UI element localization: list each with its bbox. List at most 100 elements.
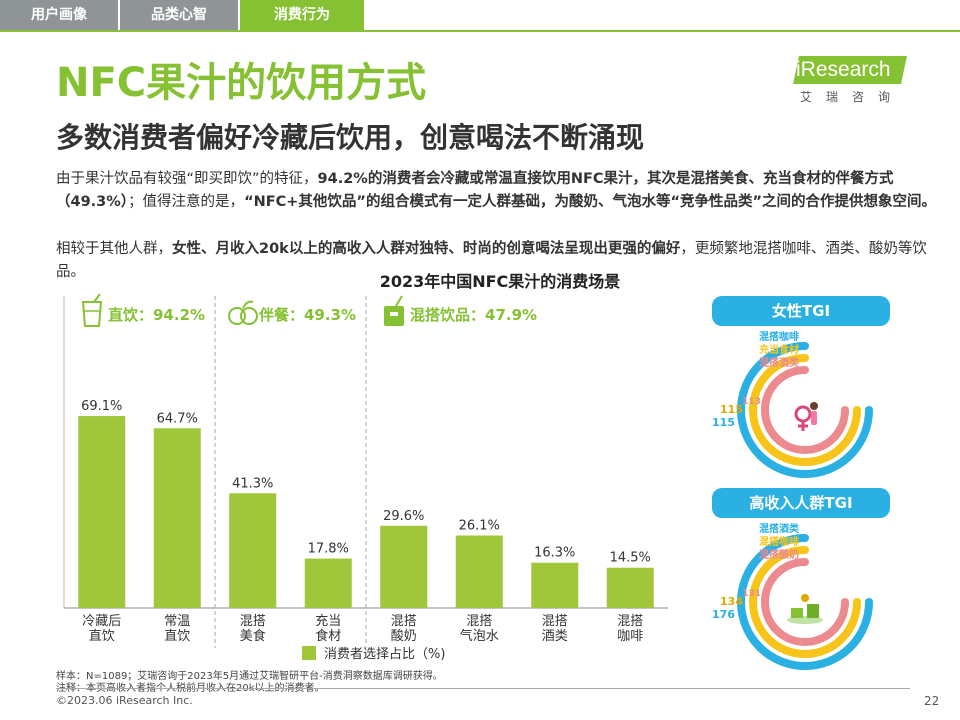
bar <box>455 535 503 608</box>
tgi-item-label: 混搭酸奶 <box>759 548 799 561</box>
p1-text-2: ；值得注意的是， <box>128 194 245 210</box>
category-label: 冷藏后直饮 <box>82 614 121 644</box>
cup-straw <box>93 293 101 303</box>
fruit-right <box>240 307 258 325</box>
bar <box>153 428 201 608</box>
category-label-line: 酸奶 <box>391 629 417 644</box>
female-tgi-header: 女性TGI <box>712 296 890 326</box>
tgi-value-label: 131 <box>742 589 761 599</box>
tab-user-profile[interactable]: 用户画像 <box>0 0 118 30</box>
tgi-value-label: 134 <box>720 595 743 608</box>
bar-value-label: 64.7% <box>157 411 198 426</box>
bar-chart: 直饮：94.2% 伴餐：49.3% 混搭饮品：47.9% 69.1% 冷藏后直饮 64.7… <box>63 293 668 662</box>
female-symbol-ring <box>794 405 812 423</box>
p1-bold-2: “NFC+其他饮品”的组合模式有一定人群基础，为酸奶、气泡水等“竞争性品类”之间… <box>244 194 937 210</box>
tgi-ring <box>761 366 849 454</box>
page-title: NFC果汁的饮用方式 <box>56 60 427 106</box>
intro-paragraph-1: 由于果汁饮品有较强“即买即饮”的特征，94.2%的消费者会冷藏或常温直接饮用NF… <box>56 168 936 214</box>
copyright: ©2023.06 iResearch Inc. <box>56 694 193 707</box>
category-label: 混搭美食 <box>240 613 266 644</box>
category-label-line: 冷藏后 <box>82 614 121 629</box>
tgi-item-label: 混搭咖啡 <box>759 330 799 343</box>
category-label: 混搭酒类 <box>542 613 568 644</box>
cup-icon <box>81 293 103 327</box>
category-label-line: 混搭 <box>391 613 417 629</box>
tgi-item-label: 混搭酒类 <box>759 356 799 369</box>
category-label-line: 混搭 <box>617 613 643 629</box>
category-label: 混搭咖啡 <box>617 613 643 644</box>
tgi-value-label: 176 <box>712 608 735 621</box>
bar <box>606 567 654 608</box>
money-icon <box>787 594 823 624</box>
p2-text-1: 相较于其他人群， <box>56 241 172 257</box>
bar <box>78 416 126 608</box>
group-label: 伴餐：49.3% <box>258 306 356 324</box>
coin <box>801 594 809 602</box>
nav-underline <box>0 30 960 32</box>
category-label: 充当食材 <box>315 613 341 644</box>
bar-value-label: 69.1% <box>81 399 122 414</box>
category-label-line: 常温 <box>164 614 190 629</box>
tab-category-mindset[interactable]: 品类心智 <box>120 0 238 30</box>
p2-text-2: ，更频繁地混搭咖啡、酒类、酸奶等饮品。 <box>56 241 927 280</box>
category-label-line: 混搭 <box>542 613 568 629</box>
female-icon <box>794 402 818 431</box>
tgi-item-label: 混搭酒类 <box>759 522 799 535</box>
category-label: 混搭气泡水 <box>460 613 499 644</box>
tab-consumer-behavior[interactable]: 消费行为 <box>240 0 364 30</box>
fruit-icon <box>228 300 258 325</box>
bar <box>229 493 277 608</box>
category-label-line: 食材 <box>315 628 341 644</box>
box-straw <box>395 295 403 307</box>
person-body <box>811 411 817 425</box>
bar <box>304 558 352 608</box>
bar-value-label: 29.6% <box>383 509 424 524</box>
category-label-line: 混搭 <box>466 613 492 629</box>
p1-text-1: 由于果汁饮品有较强“即买即饮”的特征， <box>56 171 318 187</box>
bar <box>380 525 428 608</box>
chart-title: 2023年中国NFC果汁的消费场景 <box>379 272 621 291</box>
category-label: 常温直饮 <box>164 614 190 644</box>
bar <box>531 562 579 608</box>
drink-box-icon <box>384 295 404 326</box>
bar-value-label: 17.8% <box>308 542 349 557</box>
category-label-line: 酒类 <box>542 629 568 644</box>
top-nav: 用户画像 品类心智 消费行为 <box>0 0 366 30</box>
tgi-item-label: 混搭咖啡 <box>759 535 799 548</box>
tgi-value-label: 115 <box>712 416 735 429</box>
cup-body <box>81 301 103 327</box>
group-label: 混搭饮品：47.9% <box>410 306 537 324</box>
category-label-line: 气泡水 <box>460 628 499 644</box>
intro-paragraph-2: 相较于其他人群，女性、月收入20k以上的高收入人群对独特、时尚的创意喝法呈现出更… <box>56 238 936 284</box>
logo-subtext: 艾瑞咨询 <box>800 90 905 104</box>
legend-swatch <box>302 646 316 660</box>
category-label-line: 咖啡 <box>617 629 643 644</box>
footer-divider <box>56 688 910 689</box>
bar-value-label: 26.1% <box>459 519 500 534</box>
category-label-line: 混搭 <box>240 613 266 629</box>
category-label: 混搭酸奶 <box>391 613 417 644</box>
sample-note: 样本：N=1089；艾瑞咨询于2023年5月通过艾瑞智研平台-消费洞察数据库调研… <box>56 671 443 682</box>
page-subtitle: 多数消费者偏好冷藏后饮用，创意喝法不断涌现 <box>56 121 645 154</box>
page-number: 22 <box>924 694 940 708</box>
category-label-line: 直饮 <box>164 629 190 644</box>
high-income-tgi-header: 高收入人群TGI <box>712 488 890 518</box>
category-label-line: 美食 <box>240 628 266 644</box>
tgi-item-label: 充当食材 <box>759 343 799 356</box>
bar-value-label: 14.5% <box>610 551 651 566</box>
tgi-ring <box>737 342 873 478</box>
category-label-line: 充当 <box>315 613 341 629</box>
logo-text: iResearch <box>796 58 891 81</box>
person-head <box>810 402 818 410</box>
box-label <box>390 312 398 316</box>
bar-value-label: 41.3% <box>232 476 273 491</box>
group-label: 直饮：94.2% <box>108 306 205 324</box>
tgi-ring <box>749 354 861 466</box>
tgi-ring <box>737 534 873 670</box>
p1-bold-1: 94.2%的消费者会冷藏或常温直接饮用NFC果汁，其次是混搭美食、充当食材的伴餐… <box>56 171 894 210</box>
tgi-value-label: 113 <box>742 397 761 407</box>
iresearch-logo: iResearch 艾瑞咨询 <box>790 52 912 104</box>
tgi-value-label: 115 <box>720 403 743 416</box>
